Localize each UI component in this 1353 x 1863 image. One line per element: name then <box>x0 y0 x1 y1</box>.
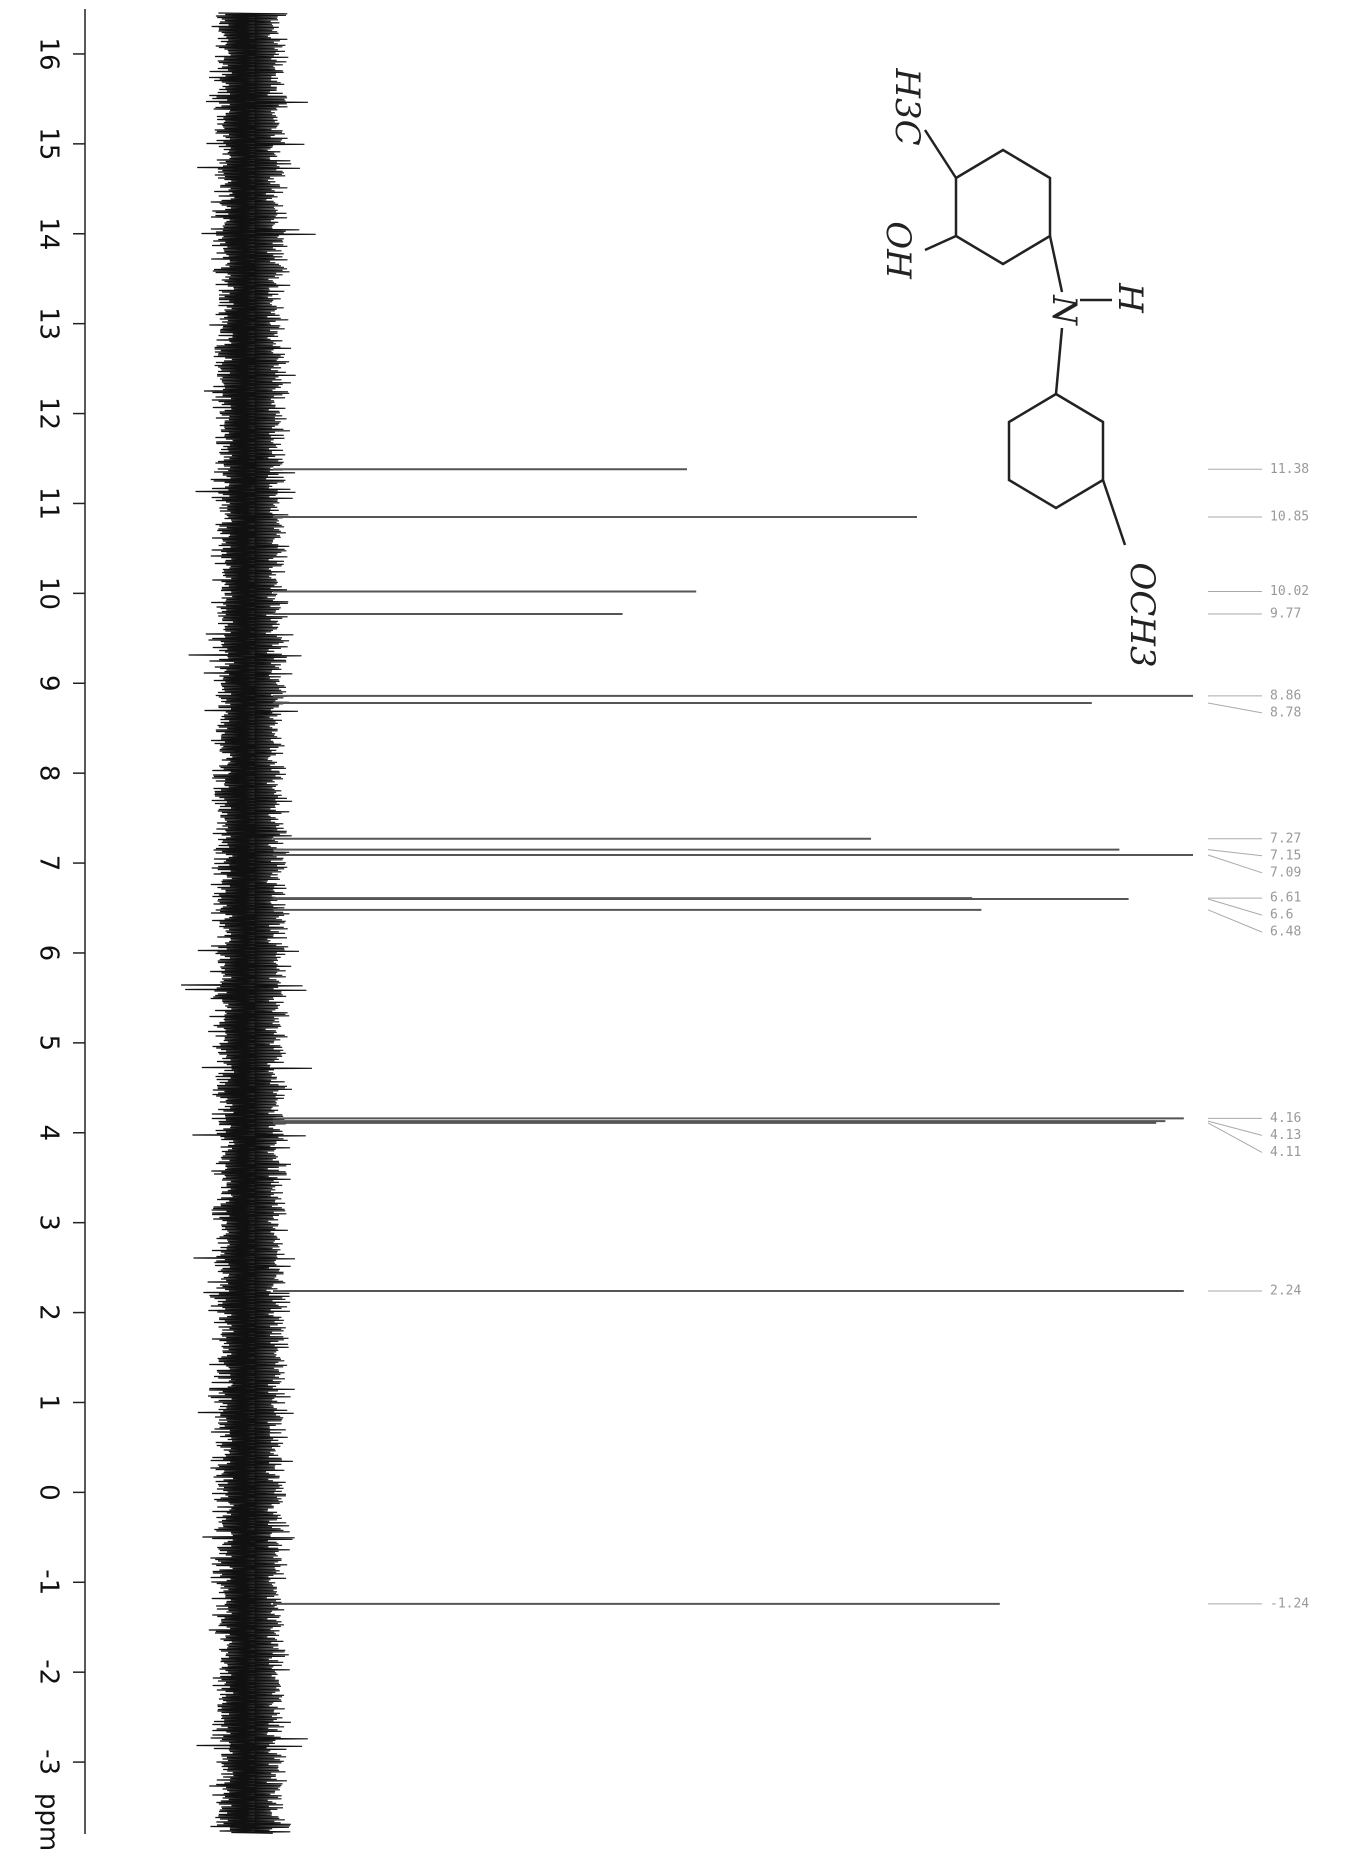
peak-label: 8.78 <box>1270 705 1301 720</box>
x-tick-label: -1 <box>34 1569 64 1595</box>
x-tick-label: 8 <box>34 765 64 782</box>
x-tick-label: 0 <box>34 1484 64 1501</box>
label-leader <box>1207 849 1263 857</box>
label-leader <box>1207 702 1263 714</box>
structure-label: OCH3 <box>1122 562 1162 667</box>
benzene-ring <box>954 148 1052 266</box>
x-tick-label: 5 <box>34 1035 64 1052</box>
structure-label: H3C <box>887 67 927 145</box>
baseline-noise <box>181 12 316 1834</box>
peak-label: 6.6 <box>1270 908 1293 923</box>
x-tick-label: -2 <box>34 1659 64 1685</box>
peak-label: 7.27 <box>1270 831 1301 846</box>
peak-label: 10.85 <box>1270 509 1309 524</box>
x-tick-label: 4 <box>34 1124 64 1141</box>
bond <box>1101 479 1127 546</box>
peak-label: 6.48 <box>1270 925 1301 940</box>
structure-label: H <box>1110 282 1150 314</box>
label-leader <box>1207 854 1263 874</box>
peak-label: 4.16 <box>1270 1111 1301 1126</box>
x-tick-label: 11 <box>34 487 64 520</box>
bond <box>923 129 958 179</box>
bond <box>1054 327 1064 395</box>
x-tick-label: 10 <box>34 577 64 610</box>
peak-label: 7.09 <box>1270 865 1301 880</box>
label-leader <box>1207 898 1263 916</box>
benzene-ring <box>1007 392 1105 510</box>
peak-label: 4.11 <box>1270 1145 1301 1160</box>
axis-title: ppm <box>34 1793 64 1851</box>
bond <box>1048 235 1064 293</box>
molecule-structure <box>923 129 1127 546</box>
peak-label: 7.15 <box>1270 848 1301 863</box>
bond <box>924 234 957 252</box>
x-tick-label: 7 <box>34 855 64 872</box>
x-tick-label: 16 <box>34 37 64 70</box>
peak-label: 6.61 <box>1270 891 1301 906</box>
x-tick-label: -3 <box>34 1749 64 1775</box>
x-tick-label: 6 <box>34 945 64 962</box>
x-tick-label: 15 <box>34 127 64 160</box>
label-leader <box>1207 909 1263 933</box>
label-leader <box>1207 1120 1263 1136</box>
label-leader <box>1207 1122 1263 1153</box>
x-tick-label: 13 <box>34 307 64 340</box>
peak-label: -1.24 <box>1270 1596 1309 1611</box>
peak-label: 11.38 <box>1270 462 1309 477</box>
x-tick-label: 9 <box>34 675 64 692</box>
x-tick-label: 14 <box>34 217 64 250</box>
peak-label: 9.77 <box>1270 607 1301 622</box>
structure-label: N <box>1044 294 1084 326</box>
peak-label: 4.13 <box>1270 1128 1301 1143</box>
x-tick-label: 2 <box>34 1304 64 1321</box>
peak-label: 10.02 <box>1270 584 1309 599</box>
structure-label: OH <box>878 221 918 280</box>
peak-label: 2.24 <box>1270 1283 1301 1298</box>
x-tick-label: 3 <box>34 1214 64 1231</box>
peak-label: 8.86 <box>1270 688 1301 703</box>
x-tick-label: 12 <box>34 397 64 430</box>
x-tick-label: 1 <box>34 1394 64 1411</box>
